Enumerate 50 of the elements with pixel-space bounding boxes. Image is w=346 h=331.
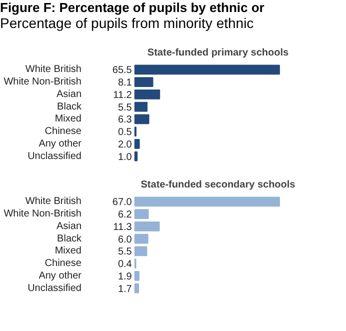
bar — [134, 138, 140, 149]
y-tick-label: White Non-British — [4, 208, 82, 220]
bar — [134, 234, 148, 244]
text: Percentage of pupils from minority ethnic — [0, 15, 255, 31]
bar — [134, 209, 149, 220]
bar — [134, 151, 138, 162]
data-label: 5.5 — [118, 102, 132, 114]
data-label: 0.4 — [118, 259, 132, 270]
chart-title: State-funded primary schools — [147, 48, 290, 58]
data-label: 6.3 — [118, 114, 132, 126]
y-tick-label: White British — [25, 64, 82, 76]
data-label: 67.0 — [112, 197, 132, 208]
data-label: 2.0 — [118, 139, 132, 150]
y-tick-label: Black — [57, 101, 82, 112]
data-label: 1.7 — [118, 284, 132, 295]
y-tick-label: Unclassified — [28, 282, 82, 294]
y-tick-label: Chinese — [44, 126, 82, 138]
bar — [134, 283, 140, 294]
data-label: 5.5 — [118, 246, 132, 258]
data-label: 1.0 — [118, 152, 132, 163]
bar — [134, 64, 280, 75]
text: Figure F: Percentage of pupils by ethnic or — [0, 0, 264, 15]
y-tick-label: Mixed — [54, 114, 82, 125]
y-tick-label: Mixed — [54, 246, 82, 257]
bar — [134, 77, 154, 88]
data-label: 11.3 — [113, 222, 132, 233]
bar — [134, 221, 160, 232]
data-label: 6.0 — [118, 234, 132, 246]
data-label: 1.9 — [118, 271, 132, 282]
data-label: 11.2 — [113, 90, 132, 101]
bar — [134, 246, 148, 256]
data-label: 6.2 — [118, 210, 132, 221]
y-tick-label: Black — [57, 233, 82, 244]
y-tick-label: Any other — [38, 270, 82, 282]
data-label: 0.5 — [118, 127, 132, 138]
data-label: 8.1 — [118, 78, 132, 89]
bar — [134, 102, 148, 112]
bar — [134, 114, 150, 124]
chart-title: State-funded secondary schools — [140, 180, 296, 190]
data-label: 65.5 — [112, 65, 132, 76]
y-tick-label: White Non-British — [4, 76, 82, 88]
y-tick-label: White British — [25, 196, 82, 208]
y-tick-label: Unclassified — [28, 150, 82, 162]
bar — [134, 89, 160, 100]
y-tick-label: Chinese — [44, 258, 82, 270]
y-tick-label: Asian — [56, 88, 82, 100]
bar — [134, 196, 280, 207]
y-tick-label: Any other — [38, 138, 82, 150]
y-tick-label: Asian — [56, 220, 82, 232]
bar — [134, 270, 140, 281]
